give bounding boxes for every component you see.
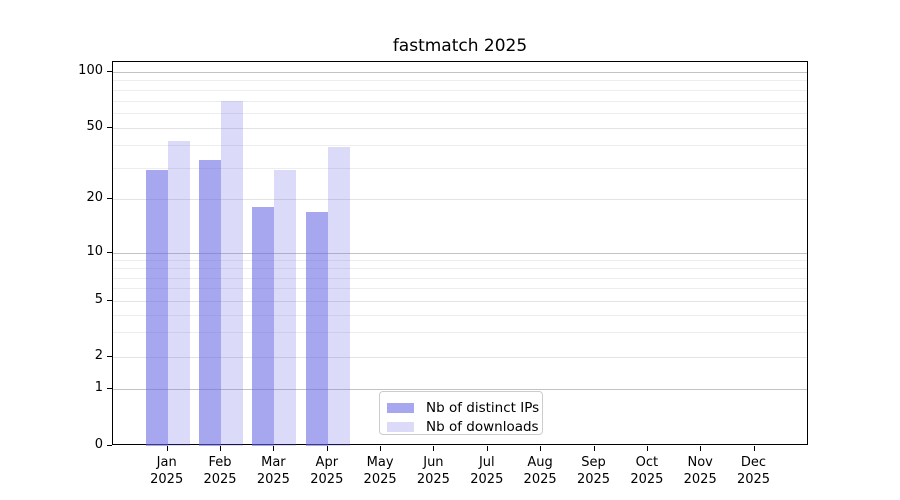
legend-label-distinct-ips: Nb of distinct IPs — [426, 400, 540, 416]
x-tick-label-jun: Jun 2025 — [416, 455, 450, 487]
bar-nb-of-distinct-ips-apr — [305, 211, 328, 446]
bar-nb-of-distinct-ips-feb — [199, 160, 222, 446]
y-tick-mark-20 — [107, 198, 112, 200]
gridline-y-5 — [113, 301, 807, 302]
x-tick-label-aug: Aug 2025 — [523, 455, 557, 487]
gridline-y-100 — [113, 71, 807, 73]
x-tick-mark-jul — [486, 446, 488, 451]
plot-area — [112, 61, 808, 446]
x-tick-mark-mar — [273, 446, 275, 451]
y-tick-mark-0 — [107, 445, 112, 446]
x-tick-label-sep: Sep 2025 — [576, 455, 611, 487]
x-tick-mark-dec — [753, 446, 755, 451]
legend-label-downloads: Nb of downloads — [426, 419, 539, 435]
x-tick-label-jan: Jan 2025 — [150, 455, 184, 487]
legend-row-downloads: Nb of downloads — [380, 417, 542, 437]
x-tick-mark-jan — [166, 446, 168, 451]
gridline-y-8 — [113, 268, 807, 270]
y-tick-label-2: 2 — [94, 348, 103, 363]
chart-title: fastmatch 2025 — [392, 36, 528, 56]
bar-nb-of-downloads-apr — [327, 147, 350, 446]
x-tick-label-apr: Apr 2025 — [310, 455, 344, 487]
gridline-y-40 — [113, 145, 807, 147]
gridline-y-70 — [113, 100, 807, 102]
y-tick-mark-1 — [107, 388, 112, 390]
gridline-y-60 — [113, 113, 807, 114]
legend-row-distinct-ips: Nb of distinct IPs — [380, 398, 542, 418]
x-tick-mark-apr — [326, 446, 328, 451]
x-tick-label-may: May 2025 — [363, 455, 397, 487]
y-tick-label-10: 10 — [86, 243, 103, 259]
y-tick-mark-2 — [107, 356, 112, 357]
legend: Nb of distinct IPs Nb of downloads — [379, 391, 543, 435]
downloads-swatch — [387, 422, 414, 432]
bar-nb-of-downloads-jan — [167, 141, 190, 446]
y-tick-mark-100 — [107, 70, 112, 72]
gridline-y-3 — [113, 332, 807, 334]
y-tick-mark-50 — [107, 126, 112, 128]
gridline-y-20 — [113, 199, 807, 201]
distinct-ips-swatch — [387, 403, 414, 413]
x-tick-mark-may — [380, 446, 382, 451]
x-tick-mark-feb — [220, 446, 221, 451]
bar-nb-of-distinct-ips-mar — [252, 207, 275, 446]
gridline-y-7 — [113, 277, 807, 279]
x-tick-label-jul: Jul 2025 — [470, 455, 504, 487]
x-tick-label-mar: Mar 2025 — [256, 455, 290, 487]
x-tick-label-nov: Nov 2025 — [683, 455, 717, 487]
y-tick-label-20: 20 — [86, 190, 103, 206]
gridline-y-1 — [113, 389, 807, 391]
gridline-y-6 — [113, 288, 807, 290]
gridline-y-50 — [113, 127, 807, 129]
gridline-y-80 — [113, 89, 807, 91]
bar-nb-of-downloads-mar — [274, 170, 297, 446]
x-tick-mark-nov — [700, 446, 702, 451]
gridline-y-4 — [113, 314, 807, 316]
bar-nb-of-downloads-feb — [221, 100, 244, 446]
gridline-y-9 — [113, 260, 807, 261]
gridline-y-90 — [113, 80, 807, 82]
gridline-y-2 — [113, 357, 807, 358]
x-tick-label-dec: Dec 2025 — [736, 455, 771, 487]
x-tick-mark-sep — [593, 446, 595, 451]
x-tick-label-oct: Oct 2025 — [630, 455, 664, 487]
x-tick-mark-oct — [646, 446, 648, 451]
y-tick-label-1: 1 — [94, 380, 103, 396]
gridline-y-10 — [113, 252, 807, 254]
y-tick-label-5: 5 — [94, 292, 103, 307]
gridline-y-30 — [113, 167, 807, 169]
x-tick-mark-aug — [540, 446, 542, 451]
bar-nb-of-distinct-ips-jan — [145, 170, 168, 446]
y-tick-mark-10 — [107, 251, 112, 253]
x-tick-mark-jun — [433, 446, 435, 451]
x-tick-label-feb: Feb 2025 — [203, 455, 237, 487]
y-tick-label-0: 0 — [94, 437, 103, 452]
y-tick-label-50: 50 — [86, 118, 103, 134]
y-tick-mark-5 — [107, 300, 112, 301]
y-tick-label-100: 100 — [78, 62, 103, 78]
